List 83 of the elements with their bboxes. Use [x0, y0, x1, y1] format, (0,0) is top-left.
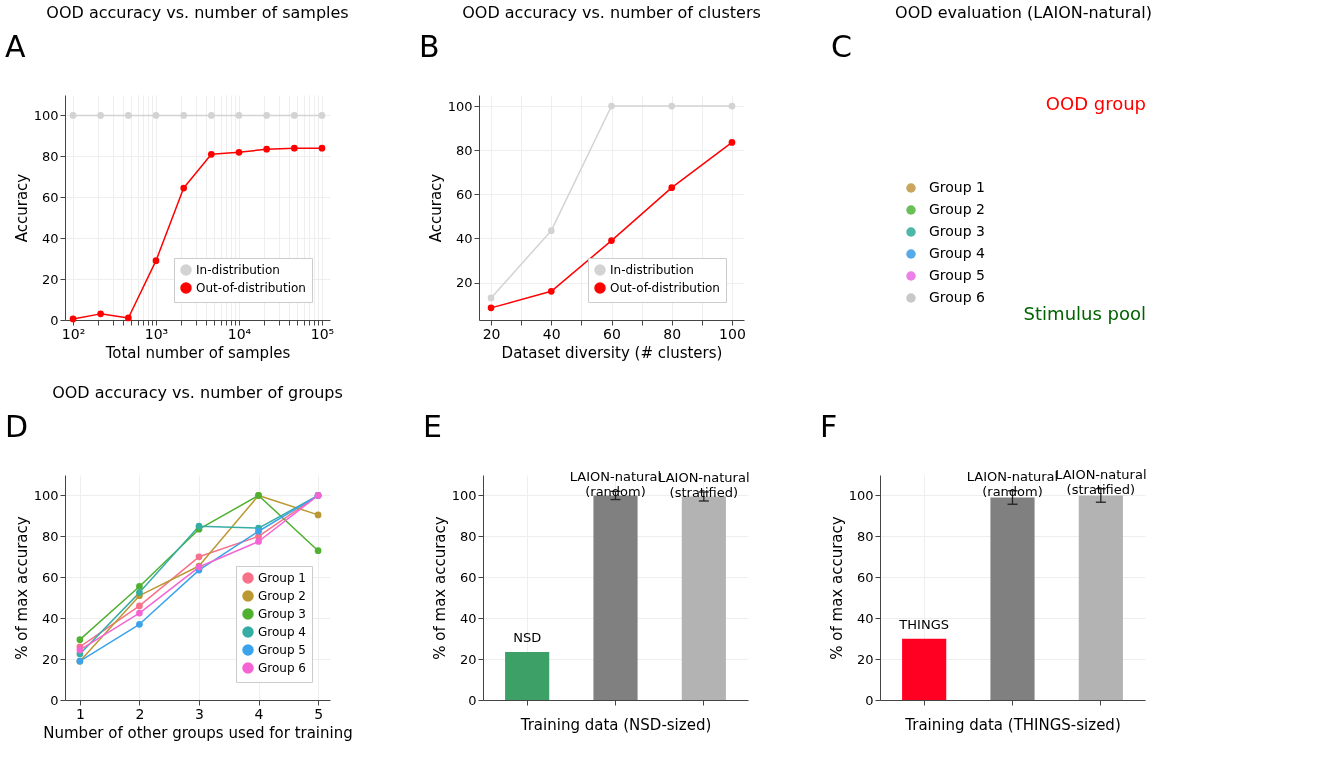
category-label: Group 3 — [929, 223, 985, 239]
y-tick-label: 20 — [455, 275, 473, 290]
legend-label: Group 6 — [258, 661, 306, 675]
y-axis-title: Accuracy — [426, 173, 445, 243]
category-label: Group 1 — [929, 179, 985, 195]
chart-title: OOD accuracy vs. number of clusters — [462, 3, 761, 22]
x-tick-label: 10² — [61, 325, 86, 342]
y-tick-label: 40 — [856, 610, 874, 626]
y-axis-title: % of max accuracy — [12, 516, 31, 660]
y-tick-label: 100 — [451, 487, 477, 503]
y-tick-label: 80 — [41, 528, 59, 544]
chart-title: OOD accuracy vs. number of groups — [52, 383, 343, 402]
text: B — [419, 29, 440, 64]
x-tick-label: 10⁴ — [227, 325, 252, 342]
y-tick-label: 40 — [41, 610, 59, 626]
x-tick-label: 1 — [75, 705, 85, 722]
legend-label: Group 2 — [258, 589, 306, 603]
category-label: THINGS — [899, 616, 949, 632]
y-tick-label: 60 — [459, 569, 477, 585]
x-axis-title: Training data (THINGS-sized) — [904, 716, 1121, 734]
y-tick-label: 100 — [848, 487, 874, 503]
y-tick-label: 80 — [459, 528, 477, 544]
x-tick-label: 10⁵ — [310, 325, 335, 342]
y-tick-label: 20 — [856, 651, 874, 667]
category-label: Group 6 — [929, 289, 986, 305]
x-tick-label: 5 — [314, 705, 324, 722]
y-tick-label: 80 — [856, 528, 874, 544]
y-axis-title: % of max accuracy — [430, 516, 449, 660]
y-tick-label: 100 — [33, 487, 59, 503]
y-tick-label: 0 — [468, 692, 477, 708]
y-tick-label: 40 — [459, 610, 477, 626]
y-tick-label: 0 — [50, 312, 59, 328]
y-tick-label: 100 — [33, 107, 59, 123]
text: Stimulus pool — [1023, 303, 1146, 324]
y-tick-label: 60 — [41, 569, 59, 585]
x-tick-label: 3 — [195, 705, 204, 722]
y-tick-label: 60 — [856, 569, 874, 585]
x-axis-title: Training data (NSD-sized) — [519, 716, 712, 734]
y-tick-label: 40 — [455, 230, 473, 246]
category-label: Group 5 — [929, 267, 985, 283]
y-axis-title: Accuracy — [12, 173, 31, 243]
y-tick-label: 0 — [865, 692, 874, 708]
legend-label: Group 1 — [258, 571, 306, 585]
x-tick-label: 20 — [482, 325, 501, 342]
x-axis-title: Number of other groups used for training — [43, 723, 353, 742]
text: A — [5, 29, 26, 64]
y-tick-label: 40 — [41, 230, 59, 246]
y-axis-title: % of max accuracy — [827, 516, 846, 660]
text: F — [820, 409, 838, 444]
y-tick-label: 100 — [447, 98, 473, 114]
legend-label: Group 4 — [258, 625, 306, 639]
text: C — [831, 29, 852, 64]
y-tick-label: 80 — [455, 142, 473, 158]
legend-label: Out-of-distribution — [610, 281, 720, 295]
x-tick-label: 100 — [719, 325, 746, 342]
x-tick-label: 40 — [542, 325, 561, 342]
chart-title: OOD accuracy vs. number of samples — [46, 3, 349, 22]
x-tick-label: 4 — [254, 705, 264, 722]
y-tick-label: 0 — [50, 692, 59, 708]
category-label: Group 2 — [929, 201, 985, 217]
y-tick-label: 20 — [459, 651, 477, 667]
x-tick-label: 80 — [663, 325, 682, 342]
y-tick-label: 60 — [455, 186, 473, 202]
text: E — [423, 409, 442, 444]
y-tick-label: 60 — [41, 189, 59, 205]
text: OOD group — [1045, 93, 1146, 114]
y-tick-label: 20 — [41, 651, 59, 667]
x-axis-title: Dataset diversity (# clusters) — [501, 343, 723, 362]
legend-label: Group 3 — [258, 607, 306, 621]
category-label: NSD — [513, 629, 542, 645]
x-axis-title: Total number of samples — [104, 343, 291, 362]
x-tick-label: 2 — [135, 705, 145, 722]
legend-label: Out-of-distribution — [196, 281, 306, 295]
legend-label: In-distribution — [196, 263, 280, 277]
text: OOD evaluation (LAION-natural) — [895, 3, 1152, 22]
category-label: Group 4 — [929, 245, 986, 261]
y-tick-label: 80 — [41, 148, 59, 164]
y-tick-label: 20 — [41, 271, 59, 287]
legend-label: In-distribution — [610, 263, 694, 277]
text: D — [5, 409, 29, 444]
legend-label: Group 5 — [258, 643, 306, 657]
x-tick-label: 10³ — [144, 325, 169, 342]
x-tick-label: 60 — [603, 325, 621, 342]
